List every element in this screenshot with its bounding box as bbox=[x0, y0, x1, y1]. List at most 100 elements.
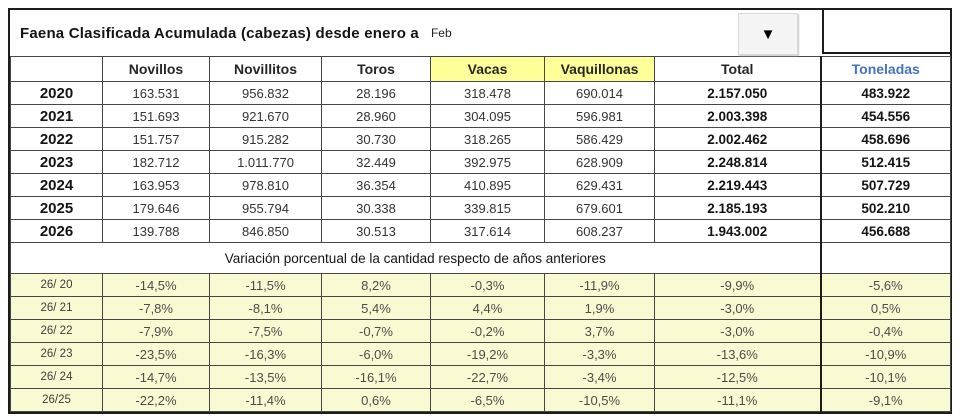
variation-cell: -3,0% bbox=[654, 319, 821, 343]
data-table: Novillos Novillitos Toros Vacas Vaquillonas T… bbox=[10, 56, 951, 412]
column-header-vaquillonas: Vaquillonas bbox=[544, 56, 655, 82]
data-cell: 502.210 bbox=[819, 196, 951, 220]
variation-row-26-21: 26/ 21 -7,8% -8,1% 5,4% 4,4% 1,9% -3,0% 0,5% bbox=[10, 296, 951, 320]
data-cell: 846.850 bbox=[209, 219, 322, 243]
variation-cell: -6,0% bbox=[321, 342, 431, 366]
table-row-2026: 2026 139.788 846.850 30.513 317.614 608.237 1.… bbox=[10, 219, 951, 243]
data-cell: 2.248.814 bbox=[654, 150, 821, 174]
variation-row-26-22: 26/ 22 -7,9% -7,5% -0,7% -0,2% 3,7% -3,0% -0,4% bbox=[10, 319, 951, 343]
data-cell: 317.614 bbox=[430, 219, 545, 243]
data-cell: 507.729 bbox=[819, 173, 951, 197]
data-cell: 679.601 bbox=[544, 196, 655, 220]
table-row-2021: 2021 151.693 921.670 28.960 304.095 596.981 2.… bbox=[10, 104, 951, 128]
variation-cell: -14,5% bbox=[102, 273, 210, 297]
variation-cell: -13,5% bbox=[209, 365, 322, 389]
year-cell: 2023 bbox=[10, 150, 103, 174]
variation-cell: -11,1% bbox=[654, 388, 821, 412]
variation-cell: -19,2% bbox=[430, 342, 545, 366]
month-dropdown[interactable]: ▼ bbox=[738, 13, 798, 55]
data-cell: 628.909 bbox=[544, 150, 655, 174]
variation-cell: -16,3% bbox=[209, 342, 322, 366]
variation-cell: 1,9% bbox=[544, 296, 655, 320]
variation-label-cell: 26/ 23 bbox=[10, 342, 103, 366]
variation-cell: -11,5% bbox=[209, 273, 322, 297]
data-cell: 2.219.443 bbox=[654, 173, 821, 197]
data-cell: 483.922 bbox=[819, 81, 951, 105]
year-cell: 2026 bbox=[10, 219, 103, 243]
column-header-total: Total bbox=[654, 56, 821, 82]
variation-cell: -8,1% bbox=[209, 296, 322, 320]
chevron-down-icon: ▼ bbox=[760, 25, 776, 43]
data-cell: 2.157.050 bbox=[654, 81, 821, 105]
data-cell: 410.895 bbox=[430, 173, 545, 197]
table-row-2022: 2022 151.757 915.282 30.730 318.265 586.429 2.… bbox=[10, 127, 951, 151]
table-row-2020: 2020 163.531 956.832 28.196 318.478 690.014 2.… bbox=[10, 81, 951, 105]
variation-body: Variación porcentual de la cantidad resp… bbox=[10, 242, 951, 412]
variation-row-26-24: 26/ 24 -14,7% -13,5% -16,1% -22,7% -3,4% -12,5… bbox=[10, 365, 951, 389]
variation-cell: -3,4% bbox=[544, 365, 655, 389]
data-cell: 28.960 bbox=[321, 104, 431, 128]
variation-cell: 0,5% bbox=[819, 296, 951, 320]
variation-cell: -11,9% bbox=[544, 273, 655, 297]
yearly-data-body: 2020 163.531 956.832 28.196 318.478 690.014 2.… bbox=[10, 81, 951, 243]
column-header-novillitos: Novillitos bbox=[209, 56, 322, 82]
variation-cell: -3,0% bbox=[654, 296, 821, 320]
variation-cell: 5,4% bbox=[321, 296, 431, 320]
year-cell: 2022 bbox=[10, 127, 103, 151]
data-cell: 921.670 bbox=[209, 104, 322, 128]
variation-cell: -9,1% bbox=[819, 388, 951, 412]
data-cell: 690.014 bbox=[544, 81, 655, 105]
data-cell: 30.338 bbox=[321, 196, 431, 220]
variation-cell: -7,5% bbox=[209, 319, 322, 343]
year-cell: 2025 bbox=[10, 196, 103, 220]
data-cell: 318.265 bbox=[430, 127, 545, 151]
variation-cell: 4,4% bbox=[430, 296, 545, 320]
data-cell: 36.354 bbox=[321, 173, 431, 197]
variation-cell: -5,6% bbox=[819, 273, 951, 297]
variation-cell: -0,2% bbox=[430, 319, 545, 343]
variation-cell: 0,6% bbox=[321, 388, 431, 412]
column-header-novillos: Novillos bbox=[102, 56, 210, 82]
column-header-toneladas: Toneladas bbox=[819, 56, 951, 82]
variation-cell: -13,6% bbox=[654, 342, 821, 366]
variation-cell: -10,5% bbox=[544, 388, 655, 412]
data-cell: 512.415 bbox=[819, 150, 951, 174]
data-cell: 978.810 bbox=[209, 173, 322, 197]
variation-label-cell: 26/ 21 bbox=[10, 296, 103, 320]
variation-cell: 8,2% bbox=[321, 273, 431, 297]
variation-caption-row: Variación porcentual de la cantidad resp… bbox=[10, 242, 951, 274]
variation-caption-empty-cell bbox=[819, 242, 951, 274]
data-cell: 915.282 bbox=[209, 127, 322, 151]
table-row-2023: 2023 182.712 1.011.770 32.449 392.975 628.909… bbox=[10, 150, 951, 174]
year-cell: 2021 bbox=[10, 104, 103, 128]
toneladas-empty-cell bbox=[822, 10, 950, 54]
variation-label-cell: 26/ 20 bbox=[10, 273, 103, 297]
data-cell: 456.688 bbox=[819, 219, 951, 243]
variation-label-cell: 26/25 bbox=[10, 388, 103, 412]
data-cell: 28.196 bbox=[321, 81, 431, 105]
table-row-2024: 2024 163.953 978.810 36.354 410.895 629.431 2.… bbox=[10, 173, 951, 197]
data-cell: 629.431 bbox=[544, 173, 655, 197]
column-header-year bbox=[10, 56, 103, 82]
variation-cell: -10,9% bbox=[819, 342, 951, 366]
data-cell: 2.003.398 bbox=[654, 104, 821, 128]
data-cell: 339.815 bbox=[430, 196, 545, 220]
variation-cell: -11,4% bbox=[209, 388, 322, 412]
data-cell: 32.449 bbox=[321, 150, 431, 174]
header-row: Novillos Novillitos Toros Vacas Vaquillonas T… bbox=[10, 56, 951, 82]
column-header-vacas: Vacas bbox=[430, 56, 545, 82]
data-cell: 179.646 bbox=[102, 196, 210, 220]
variation-row-26-23: 26/ 23 -23,5% -16,3% -6,0% -19,2% -3,3% -13,6%… bbox=[10, 342, 951, 366]
data-cell: 586.429 bbox=[544, 127, 655, 151]
variation-cell: -10,1% bbox=[819, 365, 951, 389]
data-cell: 163.953 bbox=[102, 173, 210, 197]
variation-cell: -22,7% bbox=[430, 365, 545, 389]
data-cell: 956.832 bbox=[209, 81, 322, 105]
data-cell: 304.095 bbox=[430, 104, 545, 128]
year-cell: 2024 bbox=[10, 173, 103, 197]
title-bar: Faena Clasificada Acumulada (cabezas) de… bbox=[10, 10, 950, 56]
data-cell: 30.513 bbox=[321, 219, 431, 243]
variation-caption: Variación porcentual de la cantidad resp… bbox=[10, 242, 821, 274]
variation-cell: -12,5% bbox=[654, 365, 821, 389]
variation-cell: -0,7% bbox=[321, 319, 431, 343]
